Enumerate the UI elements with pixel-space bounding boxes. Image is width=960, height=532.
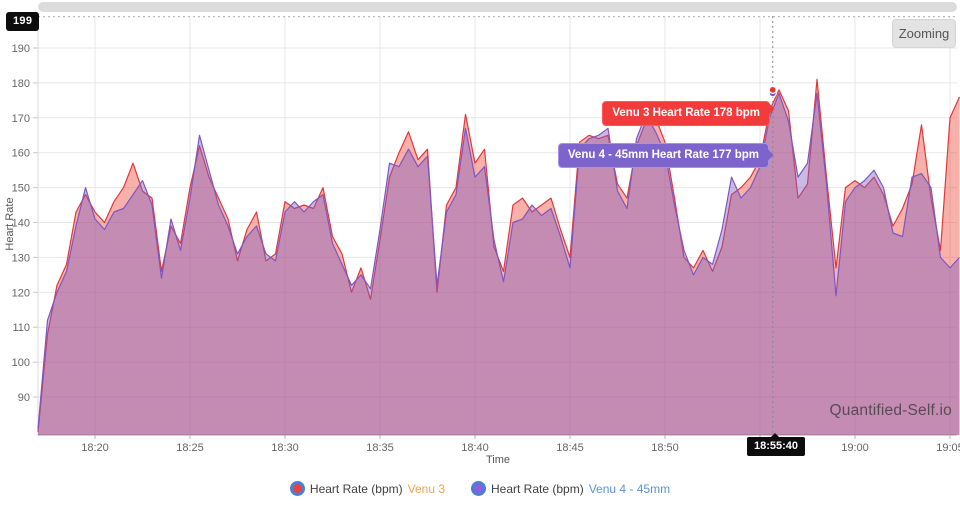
zooming-button[interactable]: Zooming: [892, 19, 956, 48]
x-tick-label: 18:30: [271, 442, 299, 454]
y-tick-label: 150: [12, 183, 30, 195]
x-tick-label: 18:50: [651, 442, 679, 454]
watermark: Quantified-Self.io: [829, 402, 952, 419]
crosshair-time-badge: 18:55:40: [747, 433, 806, 456]
x-tick-label: 19:05: [936, 442, 960, 454]
tooltip-venu3: Venu 3 Heart Rate 178 bpm: [602, 101, 770, 126]
y-tick-label: 140: [12, 218, 30, 230]
x-tick-label: 18:40: [461, 442, 489, 454]
crosshair-marker-venu3: [768, 85, 777, 94]
x-axis-title: Time: [485, 454, 511, 466]
tooltip-venu4: Venu 4 - 45mm Heart Rate 177 bpm: [557, 143, 769, 168]
legend: Heart Rate (bpm) Venu 3 Heart Rate (bpm)…: [0, 481, 960, 496]
legend-label: Heart Rate (bpm): [309, 481, 403, 496]
series-area-venu4: [38, 93, 960, 436]
legend-item-venu4[interactable]: Heart Rate (bpm) Venu 4 - 45mm: [471, 481, 670, 496]
legend-series-name: Venu 4 - 45mm: [588, 481, 671, 496]
x-tick-label: 18:35: [366, 442, 394, 454]
y-axis-title: Heart Rate: [4, 197, 16, 251]
x-tick-label: 19:00: [841, 442, 869, 454]
series-line-venu4: [37, 92, 960, 429]
venu4-swatch-icon: [471, 481, 486, 496]
range-scrollbar[interactable]: [38, 2, 957, 12]
y-tick-label: 160: [12, 148, 30, 160]
legend-label: Heart Rate (bpm): [491, 481, 584, 496]
y-tick-label: 180: [12, 78, 30, 90]
y-tick-label: 120: [12, 287, 30, 299]
series-area-venu3: [38, 79, 960, 436]
y-tick-label: 110: [12, 322, 30, 334]
heart-rate-chart-plot[interactable]: 18:20 18:25 18:30 18:35 18:40 18:45 18:50 18:55…: [0, 0, 960, 478]
x-tick-label: 18:25: [176, 442, 204, 454]
y-tick-label: 170: [12, 113, 30, 125]
x-tick-label: 18:45: [556, 442, 584, 454]
venu3-swatch-icon: [289, 481, 305, 496]
y-tick-label: 90: [18, 392, 30, 404]
y-max-badge: 199: [6, 12, 40, 31]
legend-series-name: Venu 3: [407, 481, 445, 496]
y-tick-label: 190: [12, 43, 30, 55]
legend-item-venu3[interactable]: Heart Rate (bpm) Venu 3: [289, 481, 445, 496]
y-tick-label: 100: [12, 357, 30, 369]
y-tick-label: 130: [12, 252, 30, 264]
x-tick-label: 18:20: [81, 442, 109, 454]
